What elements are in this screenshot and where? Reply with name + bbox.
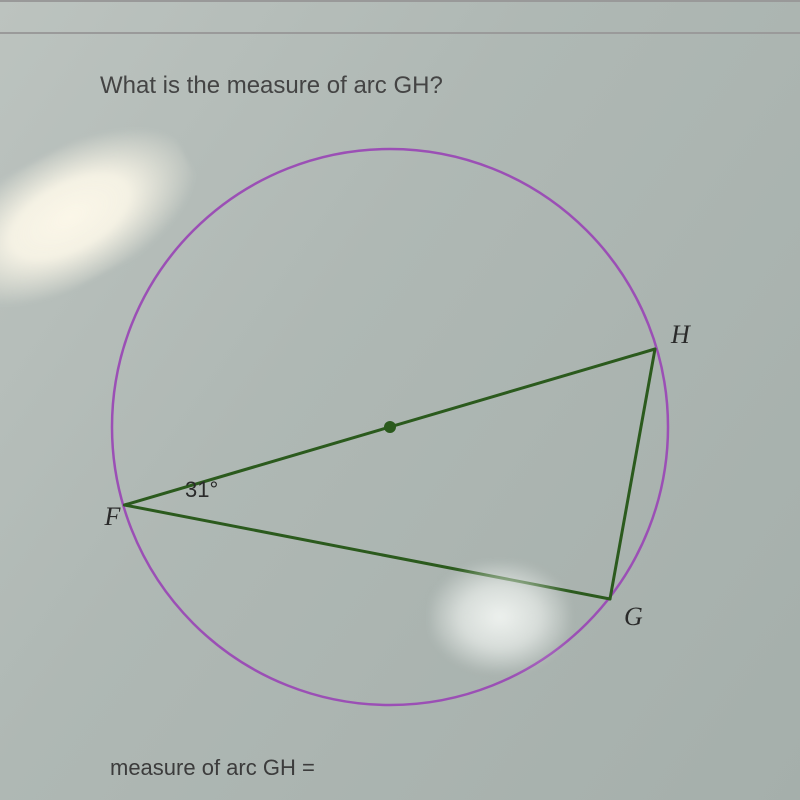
divider [0,32,800,34]
geometry-diagram: 31° F H G [80,117,700,737]
point-label-H: H [670,320,691,349]
screenshot-frame: What is the measure of arc GH? 31° F H G m… [0,0,800,800]
point-label-F: F [104,502,122,531]
triangle-segments [125,349,656,599]
svg-text:31°: 31° [185,477,218,502]
point-label-G: G [624,602,643,631]
segment-FG [125,505,611,599]
angle-label: 31° [185,477,218,502]
center-point [384,421,396,433]
question-text: What is the measure of arc GH? [100,72,443,100]
answer-prompt: measure of arc GH = [110,755,315,781]
point-labels: F H G [104,320,692,631]
